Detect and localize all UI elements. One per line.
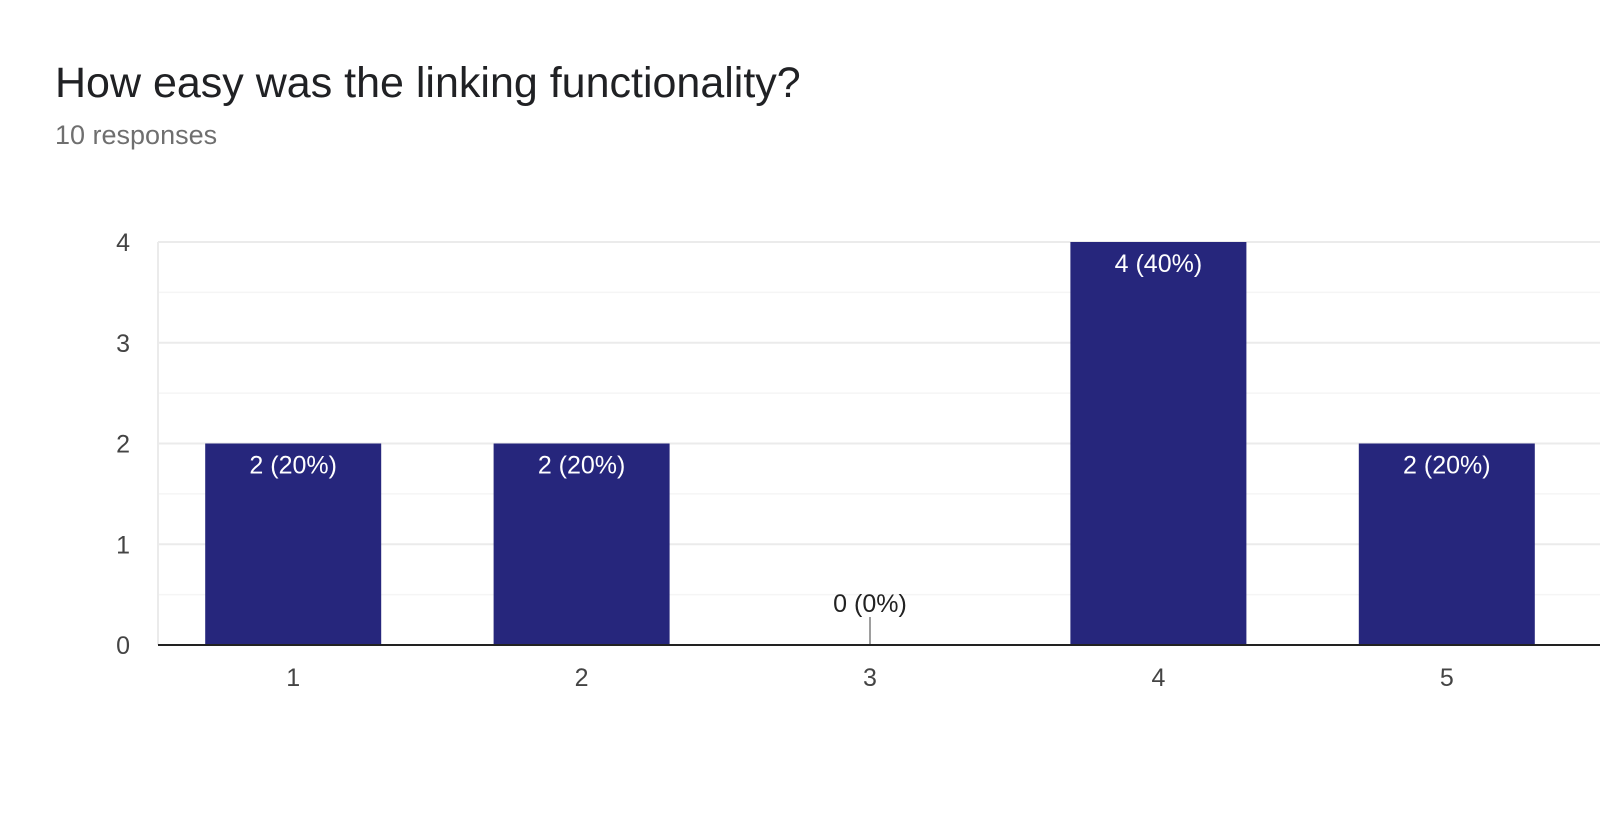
y-tick-label: 1 (116, 531, 130, 559)
bar (1070, 242, 1247, 645)
bar (205, 443, 382, 645)
response-count: 10 responses (55, 120, 218, 150)
bar-data-label: 2 (20%) (538, 452, 626, 480)
y-tick-label: 0 (116, 632, 130, 660)
x-tick-label: 5 (1440, 664, 1454, 692)
y-tick-label: 3 (116, 330, 130, 358)
y-tick-label: 2 (116, 431, 130, 459)
x-tick-label: 1 (286, 664, 300, 692)
chart-title: How easy was the linking functionality? (55, 59, 801, 107)
bar-data-label: 2 (20%) (249, 452, 337, 480)
bar-data-label: 0 (0%) (833, 590, 907, 618)
x-tick-label: 3 (863, 664, 877, 692)
y-tick-label: 4 (116, 229, 130, 257)
bar (1358, 443, 1535, 645)
x-tick-label: 4 (1151, 664, 1165, 692)
x-tick-label: 2 (575, 664, 589, 692)
bar (493, 443, 670, 645)
bar-data-label: 4 (40%) (1115, 250, 1203, 278)
bar-data-label: 2 (20%) (1403, 452, 1491, 480)
